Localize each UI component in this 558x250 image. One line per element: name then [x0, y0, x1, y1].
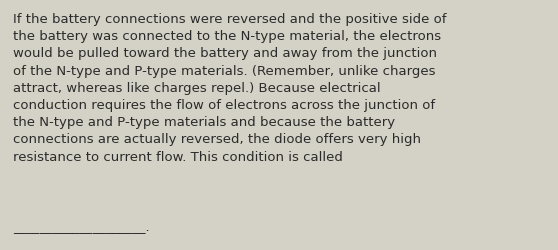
- Text: If the battery connections were reversed and the positive side of
the battery wa: If the battery connections were reversed…: [13, 13, 446, 163]
- Text: ____________________.: ____________________.: [13, 220, 150, 233]
